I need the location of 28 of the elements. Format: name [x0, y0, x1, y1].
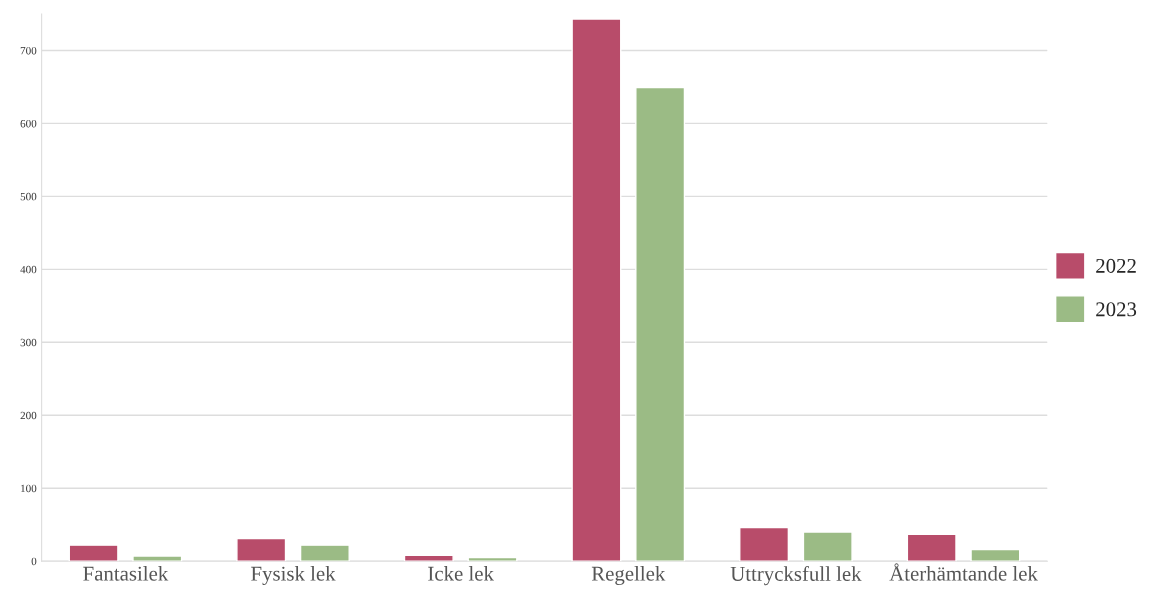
legend-label: 2023	[1096, 302, 1137, 317]
y-tick-label: 100	[21, 484, 37, 493]
y-tick-label: 200	[20, 411, 37, 420]
bar	[403, 554, 454, 562]
bar	[571, 18, 622, 562]
bar	[467, 556, 518, 562]
bar	[906, 533, 957, 562]
bar	[236, 537, 287, 562]
bar	[970, 548, 1021, 562]
x-tick-label: Fantasilek	[83, 566, 169, 581]
bar	[299, 544, 350, 562]
bar	[68, 544, 119, 562]
x-tick-label: Regellek	[591, 566, 666, 585]
bar	[802, 531, 853, 562]
y-tick-label: 300	[20, 338, 37, 347]
y-tick-label: 500	[20, 192, 37, 201]
y-tick-label: 600	[20, 119, 37, 128]
x-tick-label: Uttrycksfull lek	[730, 566, 862, 586]
y-tick-label: 0	[31, 557, 37, 566]
bar	[635, 86, 686, 562]
bar	[739, 526, 790, 562]
legend-label: 2022	[1096, 258, 1136, 273]
x-tick-label: Fysisk lek	[251, 566, 336, 585]
bar	[132, 555, 183, 562]
y-tick-label: 700	[20, 46, 37, 55]
y-tick-label: 400	[20, 265, 37, 274]
x-tick-label: Icke lek	[428, 566, 494, 581]
x-tick-label: Återhämtande lek	[889, 563, 1038, 581]
